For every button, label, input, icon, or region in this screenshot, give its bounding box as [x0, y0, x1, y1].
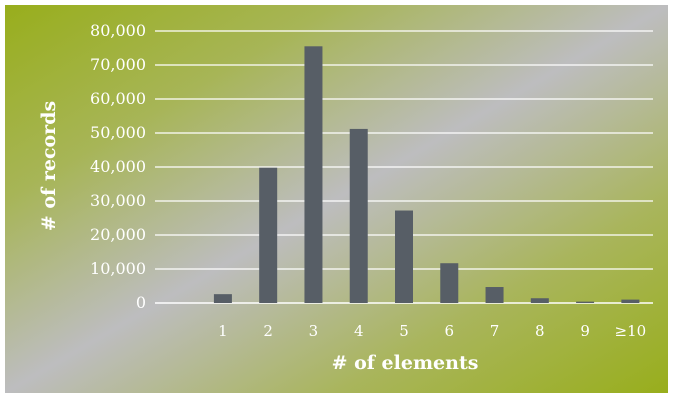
x-tick-label: 1	[218, 322, 228, 340]
x-axis-ticks: 1 2 3 4 5 6 7 8 9 ≥10	[218, 322, 646, 340]
x-tick-label: 4	[354, 322, 364, 340]
x-tick-label: 9	[580, 322, 590, 340]
y-axis-title: # of records	[38, 101, 60, 231]
y-tick-label: 80,000	[90, 21, 146, 40]
x-tick-label: 5	[399, 322, 409, 340]
x-tick-label: 3	[309, 322, 319, 340]
y-tick-label: 10,000	[90, 259, 146, 278]
bar-10	[621, 299, 640, 303]
bar-7	[485, 287, 504, 303]
bar-4	[349, 128, 368, 303]
bar-8	[530, 298, 549, 303]
bar-2	[259, 167, 278, 303]
bar-5	[395, 210, 413, 303]
x-tick-label: 6	[444, 322, 454, 340]
y-tick-label: 70,000	[90, 55, 146, 74]
x-tick-label: ≥10	[615, 322, 647, 340]
bar-9	[576, 301, 595, 303]
bar-6	[440, 263, 459, 303]
bars	[213, 46, 640, 304]
y-tick-label: 50,000	[90, 123, 146, 142]
y-tick-label: 30,000	[90, 191, 146, 210]
y-axis-ticks: 0 10,000 20,000 30,000 40,000 50,000 60,000 70,…	[90, 21, 146, 312]
y-tick-label: 20,000	[90, 225, 146, 244]
y-tick-label: 40,000	[90, 157, 146, 176]
y-tick-label: 0	[136, 293, 146, 312]
chart-background	[5, 5, 668, 393]
bar-1	[213, 294, 232, 303]
bar-3	[304, 46, 323, 304]
y-tick-label: 60,000	[90, 89, 146, 108]
x-tick-label: 8	[535, 322, 545, 340]
x-tick-label: 2	[263, 322, 273, 340]
x-tick-label: 7	[490, 322, 500, 340]
x-axis-title: # of elements	[332, 352, 479, 374]
